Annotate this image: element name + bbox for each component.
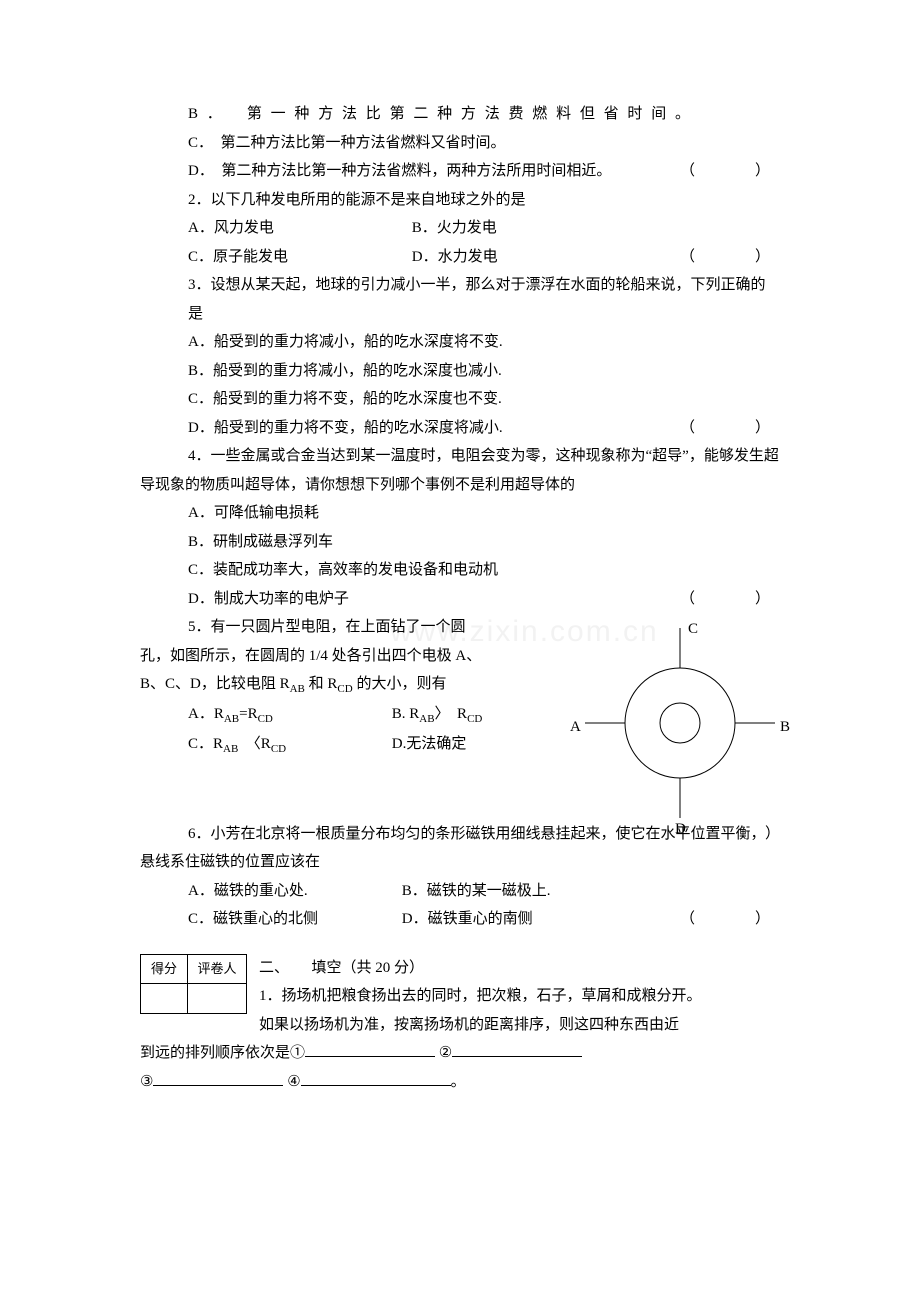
section2-num3: ③ [140,1074,153,1090]
fill-blank-2[interactable] [452,1041,582,1057]
table-row [141,984,247,1014]
fill-blank-1[interactable] [305,1041,435,1057]
q4-option-a: A．可降低输电损耗 [140,499,780,528]
q5-sub-cd-1: CD [337,683,352,695]
q3-option-d-text: D．船受到的重力将不变，船的吃水深度将减小. [188,420,503,436]
score-table: 得分 评卷人 [140,954,247,1014]
q6-option-c: C．磁铁重心的北侧 [188,905,398,934]
q3-option-d: D．船受到的重力将不变，船的吃水深度将减小. （ ） [140,414,780,443]
q5-figure: A B C D [560,613,800,833]
q5-label-c: C [688,615,698,644]
q4-stem: 4．一些金属或合金当达到某一温度时，电阻会变为零，这种现象称为“超导”，能够发生… [140,442,780,499]
q4-answer-paren: （ ） [680,585,780,614]
q1-answer-paren: （ ） [680,157,780,186]
score-header: 得分 [141,954,188,984]
section2-q1-line2b: 到远的排列顺序依次是① ② [140,1039,780,1068]
q5-option-b: B. RAB〉 RCD [392,706,483,722]
q4-option-b: B．研制成磁悬浮列车 [140,528,780,557]
table-row: 得分 评卷人 [141,954,247,984]
q1-option-d-text: D． 第二种方法比第一种方法省燃料，两种方法所用时间相近。 [188,163,611,179]
q3-answer-paren: （ ） [680,414,780,443]
q5-stem3c: 的大小，则有 [353,676,447,692]
q4-option-d: D．制成大功率的电炉子 （ ） [140,585,780,614]
q5-label-b: B [780,713,790,742]
reviewer-cell[interactable] [188,984,247,1014]
q2-option-a: A．风力发电 [188,214,408,243]
q2-stem: 2．以下几种发电所用的能源不是来自地球之外的是 [140,186,780,215]
q2-row2: C．原子能发电 D．水力发电 （ ） [140,243,780,272]
section2-num2: ② [439,1045,452,1061]
fill-blank-3[interactable] [153,1070,283,1086]
q5-option-d: D.无法确定 [392,736,467,752]
q5-label-a: A [570,713,581,742]
section2-q1-text2b: 到远的排列顺序依次是① [140,1045,305,1061]
q5-circle-diagram [560,613,800,833]
q5-stem-line1: 5．有一只圆片型电阻，在上面钻了一个圆 [140,613,548,642]
q3-option-c: C．船受到的重力将不变，船的吃水深度也不变. [140,385,780,414]
q6-row1: A．磁铁的重心处. B．磁铁的某一磁极上. [140,877,780,906]
q5-container: www.zixin.com.cn 5．有一只圆片型电阻，在上面钻了一个圆 孔，如… [140,613,780,760]
q2-row1: A．风力发电 B．火力发电 [140,214,780,243]
q6-answer-paren: （ ） [680,905,780,934]
section2-text-col: 二、 填空（共 20 分） 1．扬场机把粮食扬出去的同时，把次粮，石子，草屑和成… [259,954,780,1040]
section2-title: 二、 填空（共 20 分） [259,954,780,983]
q6-option-b: B．磁铁的某一磁极上. [402,883,551,899]
section2-q1-line2a: 如果以扬场机为准，按离扬场机的距离排序，则这四种东西由近 [259,1011,780,1040]
q2-option-c: C．原子能发电 [188,243,408,272]
section2-q1-line1: 1．扬场机把粮食扬出去的同时，把次粮，石子，草屑和成粮分开。 [259,982,780,1011]
fill-blank-4[interactable] [301,1070,451,1086]
q1-option-c: C． 第二种方法比第一种方法省燃料又省时间。 [140,129,780,158]
q2-answer-paren: （ ） [680,243,780,272]
q6-option-a: A．磁铁的重心处. [188,877,398,906]
q6-option-d: D．磁铁重心的南侧 [402,911,533,927]
q2-option-d: D．水力发电 [412,249,498,265]
q4-option-d-text: D．制成大功率的电炉子 [188,591,349,607]
q3-option-b: B．船受到的重力将减小，船的吃水深度也减小. [140,357,780,386]
q5-sub-ab-1: AB [290,683,305,695]
q3-stem: 3．设想从某天起，地球的引力减小一半，那么对于漂浮在水面的轮船来说，下列正确的是 [140,271,780,328]
section2-header-row: 得分 评卷人 二、 填空（共 20 分） 1．扬场机把粮食扬出去的同时，把次粮，… [140,954,780,1040]
section2-num4: ④ [287,1074,300,1090]
q6-row2: C．磁铁重心的北侧 D．磁铁重心的南侧 （ ） [140,905,780,934]
q5-stem3b: 和 R [305,676,338,692]
q5-option-c: C．RAB 〈RCD [188,730,388,760]
score-cell[interactable] [141,984,188,1014]
q3-option-a: A．船受到的重力将减小，船的吃水深度将不变. [140,328,780,357]
section2-period: 。 [451,1074,466,1090]
q1-option-d: D． 第二种方法比第一种方法省燃料，两种方法所用时间相近。 （ ） [140,157,780,186]
q1-option-b: B． 第一种方法比第二种方法费燃料但省时间。 [140,100,780,129]
q6-stem: 6．小芳在北京将一根质量分布均匀的条形磁铁用细线悬挂起来，使它在水平位置平衡，悬… [140,820,780,877]
q5-option-a: A．RAB=RCD [188,700,388,730]
q4-option-c: C．装配成功率大，高效率的发电设备和电动机 [140,556,780,585]
section2-q1-line3: ③ ④ 。 [140,1068,780,1097]
q5-stem3a: B、C、D，比较电阻 R [140,676,290,692]
q2-option-b: B．火力发电 [412,220,497,236]
reviewer-header: 评卷人 [188,954,247,984]
